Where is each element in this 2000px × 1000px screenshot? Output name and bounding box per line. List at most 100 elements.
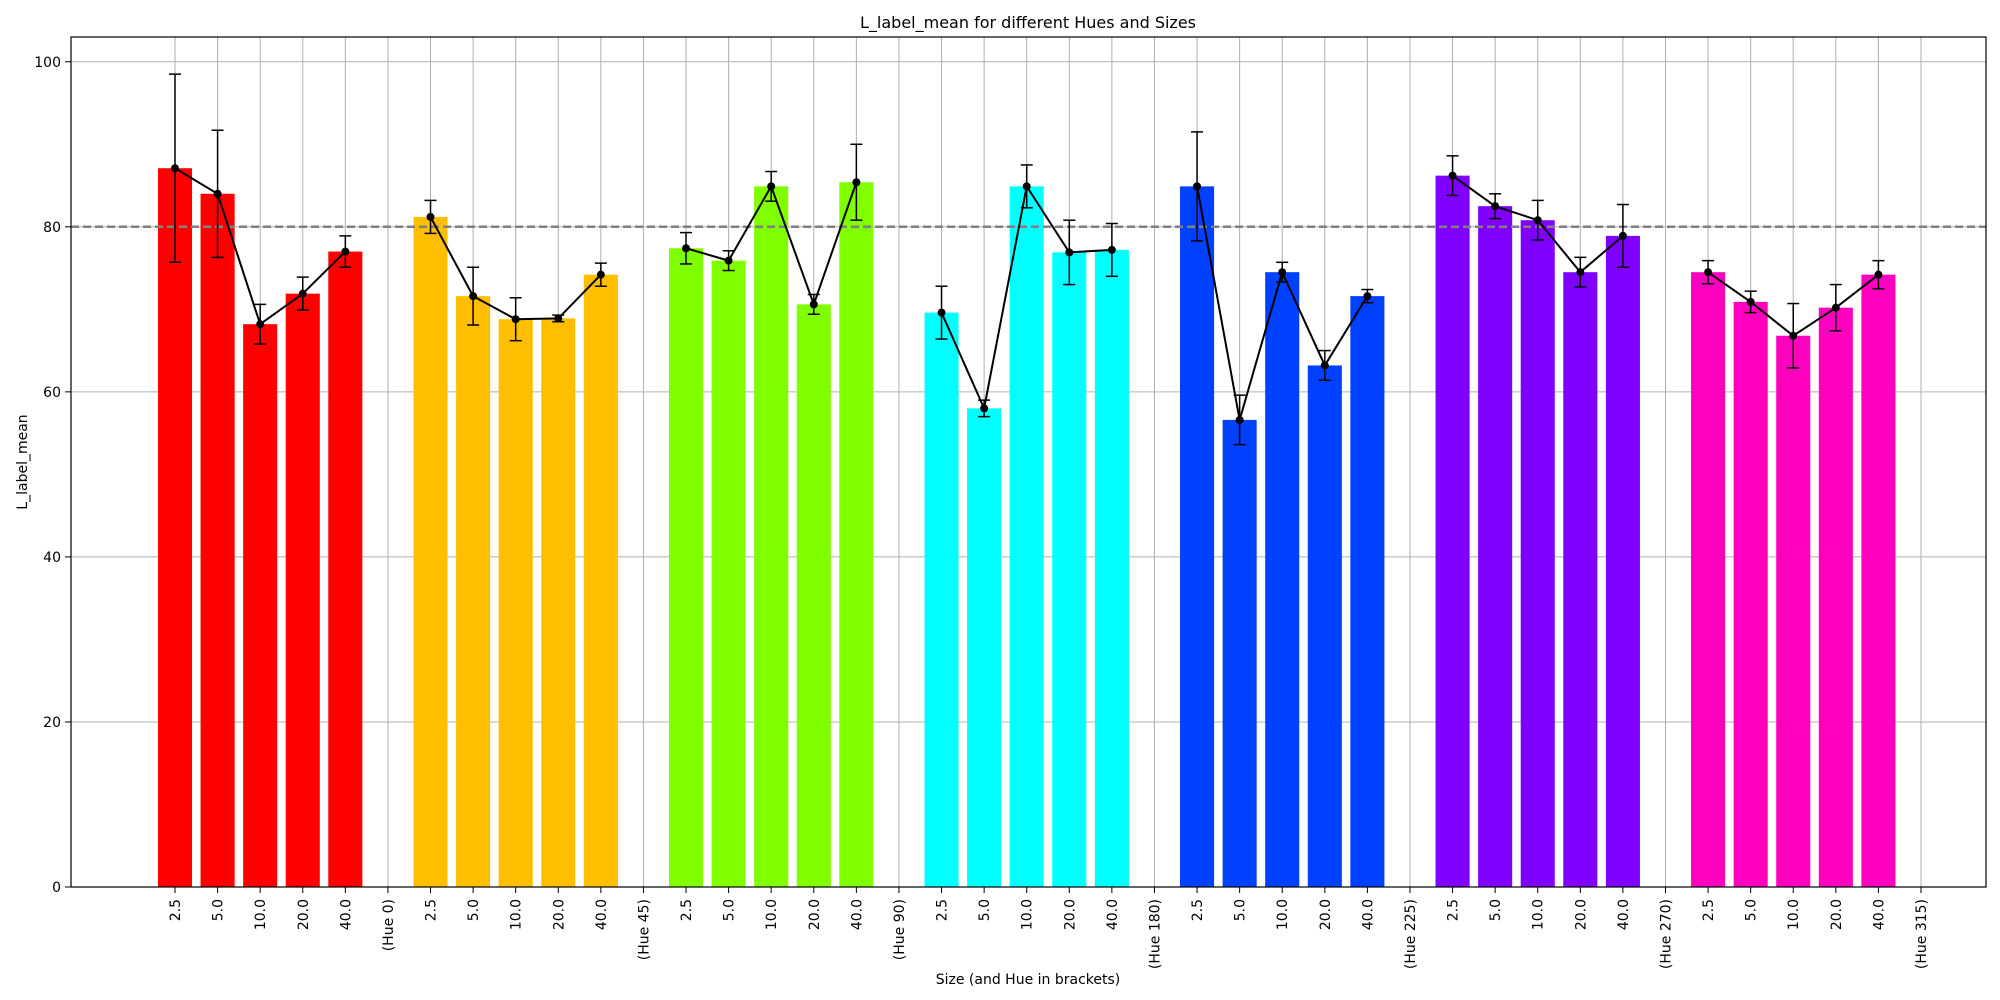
mean-point [469, 292, 478, 301]
bar [1818, 307, 1853, 887]
x-tick-label: 5.0 [722, 899, 738, 921]
mean-point [1704, 268, 1713, 277]
x-tick-label: 2.5 [424, 899, 440, 921]
bar [711, 260, 746, 888]
x-tick-label: 5.0 [977, 899, 993, 921]
x-tick-label: (Hue 315) [1914, 899, 1930, 969]
mean-point [596, 270, 605, 279]
x-tick-label: 10.0 [1020, 899, 1036, 930]
x-tick-label: 40.0 [1871, 899, 1887, 930]
bar [1861, 274, 1896, 887]
bar [1265, 272, 1300, 887]
x-axis-label: Size (and Hue in brackets) [936, 972, 1121, 988]
mean-point [256, 320, 265, 329]
x-tick-label: 5.0 [211, 899, 227, 921]
x-tick-label: 10.0 [1275, 899, 1291, 930]
mean-point [213, 189, 222, 198]
bar [1776, 335, 1811, 887]
x-tick-label: 20.0 [1573, 899, 1589, 930]
x-tick-label: 2.5 [1446, 899, 1462, 921]
x-tick-label: 40.0 [849, 899, 865, 930]
mean-point [511, 315, 520, 324]
x-tick-label: 40.0 [594, 899, 610, 930]
x-tick-label: 20.0 [1318, 899, 1334, 930]
x-tick-label: 20.0 [807, 899, 823, 930]
bar [1520, 220, 1555, 888]
bar [1052, 252, 1087, 887]
bar [924, 312, 959, 887]
x-tick-label: 2.5 [1190, 899, 1206, 921]
mean-point [1278, 268, 1287, 277]
x-tick-label: 20.0 [551, 899, 567, 930]
x-tick-label: 20.0 [296, 899, 312, 930]
mean-point [1235, 415, 1244, 424]
x-tick-label: 40.0 [1105, 899, 1121, 930]
x-tick-label: 2.5 [935, 899, 951, 921]
mean-point [1831, 303, 1840, 312]
bar [1478, 206, 1513, 888]
x-tick-label: 10.0 [1786, 899, 1802, 930]
y-axis-label: L_label_mean [15, 414, 31, 509]
mean-point [1874, 270, 1883, 279]
bar [1094, 249, 1129, 888]
mean-point [1448, 171, 1457, 180]
y-axis-ticks: 0 20 40 60 80 100 [34, 55, 71, 896]
bar [498, 319, 533, 887]
x-tick-label: 40.0 [1616, 899, 1632, 930]
x-tick-label: 20.0 [1829, 899, 1845, 930]
x-tick-label: 2.5 [168, 899, 184, 921]
bar [1435, 175, 1470, 888]
mean-point [1320, 361, 1329, 370]
mean-point [1022, 182, 1031, 191]
x-tick-label: 5.0 [1488, 899, 1504, 921]
x-tick-label: 2.5 [1701, 899, 1717, 921]
bar [967, 408, 1002, 887]
x-tick-label: 20.0 [1062, 899, 1078, 930]
x-tick-label: 5.0 [1233, 899, 1249, 921]
mean-point [1065, 248, 1074, 257]
bar [796, 304, 831, 887]
bar [1733, 301, 1768, 887]
mean-point [171, 164, 179, 173]
x-tick-label: (Hue 180) [1147, 899, 1163, 969]
bar [1605, 235, 1640, 888]
x-tick-label: 10.0 [764, 899, 780, 930]
mean-point [980, 404, 989, 413]
bar [456, 296, 491, 887]
y-tick-label: 0 [52, 880, 61, 896]
mean-point [937, 308, 946, 317]
mean-point [767, 182, 776, 191]
y-tick-label: 60 [43, 385, 61, 401]
x-tick-label: (Hue 0) [381, 899, 397, 951]
bar [1350, 296, 1385, 887]
bar-series [157, 168, 1896, 888]
x-tick-label: 10.0 [253, 899, 269, 930]
bar [583, 274, 618, 887]
mean-point [1746, 297, 1755, 306]
mean-point [298, 289, 307, 298]
bar [839, 182, 874, 887]
x-tick-label: 40.0 [1360, 899, 1376, 930]
mean-point [1789, 331, 1798, 340]
bar [1563, 272, 1598, 887]
x-tick-label: (Hue 90) [892, 899, 908, 960]
x-axis-ticks: 2.5 5.0 10.0 20.0 40.0 (Hue 0) 2.5 5.0 10.0 20.0 4… [168, 887, 1930, 969]
mean-point [1618, 231, 1627, 240]
bar [328, 251, 363, 887]
mean-point [1363, 292, 1372, 301]
bar [1691, 272, 1726, 887]
bar [668, 248, 704, 887]
bar [200, 193, 235, 887]
mean-point [1491, 202, 1500, 211]
bar [754, 186, 789, 888]
mean-point [554, 314, 563, 323]
bar [285, 293, 320, 887]
y-tick-label: 40 [43, 550, 61, 566]
mean-point [1193, 182, 1202, 191]
y-tick-label: 80 [43, 220, 61, 236]
mean-point [682, 244, 691, 253]
x-tick-label: (Hue 225) [1403, 899, 1419, 969]
mean-lines [171, 164, 1883, 424]
bar [1009, 186, 1044, 888]
chart-title: L_label_mean for different Hues and Size… [860, 13, 1196, 33]
